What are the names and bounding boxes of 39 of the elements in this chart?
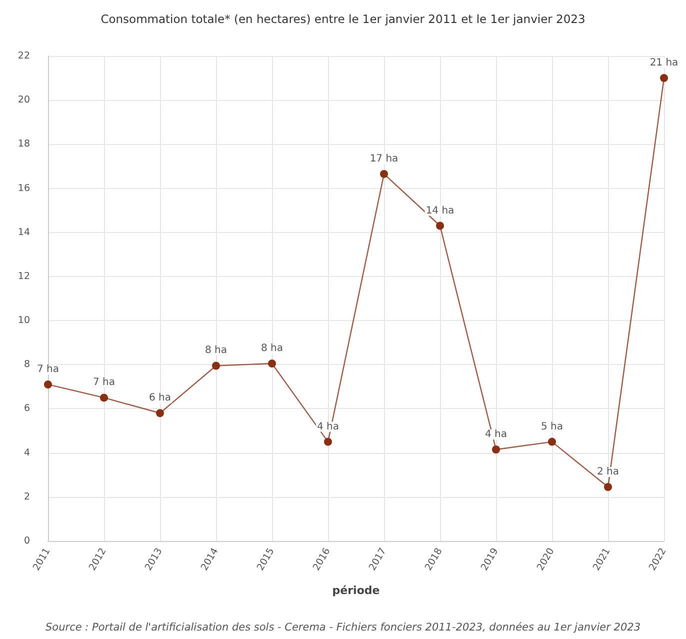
- y-tick-label: 10: [18, 315, 30, 326]
- y-tick-label: 4: [24, 447, 30, 458]
- x-axis-title: période: [332, 584, 380, 597]
- source-note: Source : Portail de l'artificialisation des sols - Cerema - Fichiers fonciers 2011-2023, données au 1er janvier 2023: [46, 622, 641, 634]
- y-tick-label: 12: [18, 270, 30, 282]
- data-label: 7 ha: [36, 364, 60, 375]
- y-tick-label: 2: [24, 491, 30, 502]
- point: [660, 74, 668, 82]
- data-label: 4 ha: [484, 429, 508, 440]
- point: [380, 170, 388, 178]
- data-label: 8 ha: [260, 343, 284, 354]
- data-label: 21 ha: [650, 58, 678, 69]
- y-tick-label: 0: [24, 536, 30, 546]
- point: [604, 482, 612, 491]
- data-label: 17 ha: [370, 153, 398, 164]
- point: [436, 222, 444, 230]
- point: [492, 446, 500, 454]
- point: [156, 409, 164, 418]
- y-tick-label: 18: [18, 138, 30, 150]
- point: [268, 360, 276, 368]
- point: [44, 380, 52, 388]
- y-tick-label: 20: [18, 94, 30, 106]
- y-tick-label: 22: [18, 50, 30, 62]
- y-tick-label: 8: [24, 359, 30, 370]
- y-tick-label: 6: [24, 403, 30, 414]
- point: [100, 394, 108, 402]
- point: [548, 438, 556, 446]
- chart-title: Consommation totale* (en hectares) entre le 1er janvier 2011 et le 1er janvier 2023: [100, 12, 586, 26]
- y-tick-label: 16: [18, 182, 30, 194]
- y-tick-label: 14: [18, 226, 30, 238]
- data-label: 5 ha: [540, 421, 564, 432]
- data-label: 14 ha: [426, 205, 454, 216]
- data-label: 7 ha: [92, 377, 116, 388]
- data-label: 6 ha: [148, 392, 172, 404]
- data-label: 8 ha: [204, 345, 228, 356]
- data-label: 2 ha: [596, 466, 620, 478]
- data-label: 4 ha: [316, 421, 340, 432]
- point: [324, 438, 332, 446]
- point: [212, 362, 220, 370]
